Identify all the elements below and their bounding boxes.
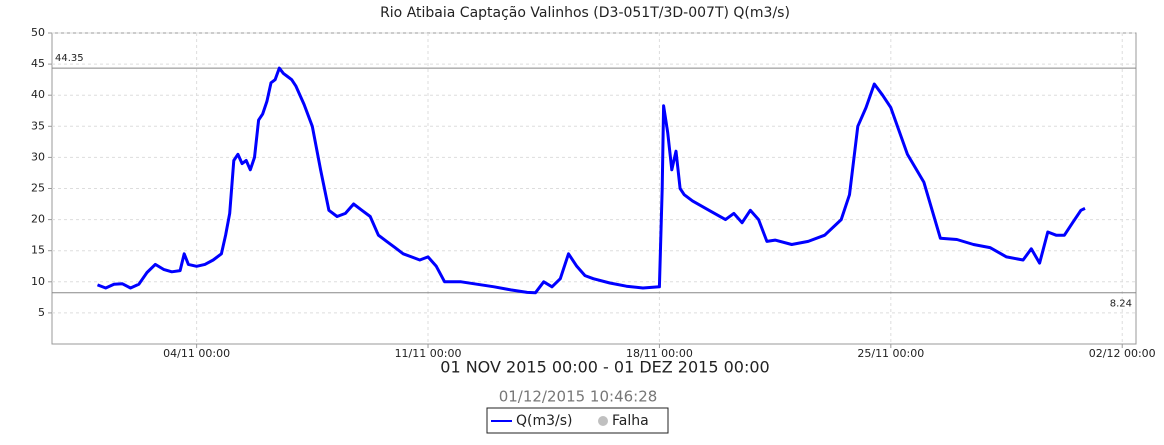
x-tick-label: 11/11 00:00 — [395, 347, 462, 360]
x-tick-label: 04/11 00:00 — [163, 347, 230, 360]
y-tick-label: 40 — [31, 88, 45, 101]
y-tick-label: 5 — [38, 306, 45, 319]
y-tick-label: 10 — [31, 275, 45, 288]
legend-swatch — [598, 416, 608, 426]
chart-title: Rio Atibaia Captação Valinhos (D3-051T/3… — [380, 5, 790, 21]
data-line — [96, 66, 1086, 295]
y-tick-label: 45 — [31, 57, 45, 70]
timestamp: 01/12/2015 10:46:28 — [499, 388, 658, 406]
y-tick-label: 15 — [31, 244, 45, 257]
legend-box — [486, 407, 669, 434]
y-tick-label: 50 — [31, 26, 45, 39]
x-tick-label: 18/11 00:00 — [626, 347, 693, 360]
x-tick-label: 25/11 00:00 — [857, 347, 924, 360]
x-tick-label: 02/12 00:00 — [1089, 347, 1156, 360]
y-tick-label: 20 — [31, 213, 45, 226]
y-tick-label: 35 — [31, 119, 45, 132]
legend-label: Q(m3/s) — [516, 413, 573, 429]
marker-label: 44.35 — [55, 53, 84, 64]
legend-label: Falha — [612, 413, 649, 429]
y-tick-label: 30 — [31, 150, 45, 163]
y-tick-label: 25 — [31, 182, 45, 195]
marker-label: 8.24 — [1110, 299, 1132, 310]
date-range: 01 NOV 2015 00:00 - 01 DEZ 2015 00:00 — [440, 358, 769, 377]
